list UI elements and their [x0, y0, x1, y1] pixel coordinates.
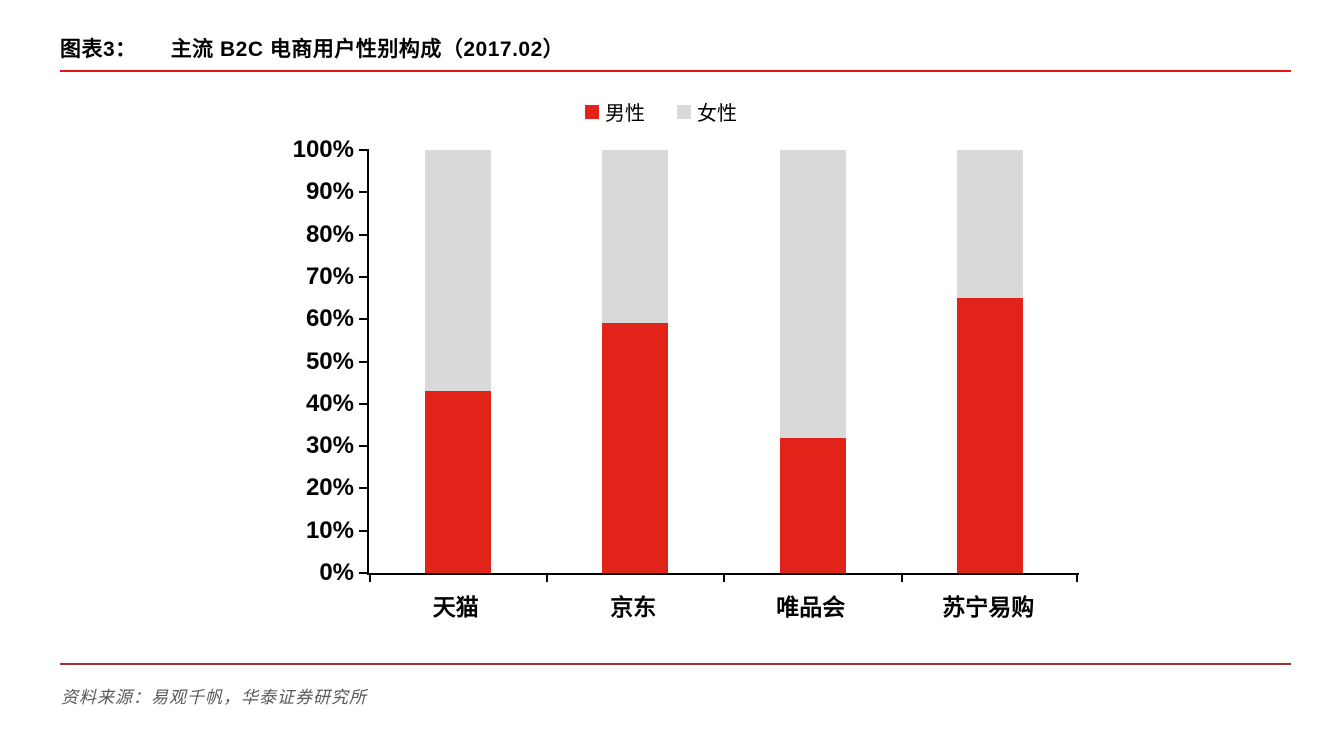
- y-axis-tick: [359, 360, 369, 363]
- y-axis-label: 70%: [305, 262, 354, 290]
- legend-item-female: 女性: [677, 97, 737, 126]
- bar-segment-male: [779, 437, 846, 573]
- bar-segment-female: [957, 150, 1024, 299]
- legend-label: 男性: [605, 103, 645, 125]
- x-axis-labels: 天猫 京东 唯品会 苏宁易购: [367, 588, 1077, 622]
- y-axis-label: 100%: [292, 136, 354, 163]
- x-axis-label: 唯品会: [776, 594, 846, 620]
- figure-caption: 图表3： 主流 B2C 电商用户性别构成（2017.02）: [60, 33, 564, 63]
- y-axis-label: 30%: [305, 432, 354, 460]
- y-axis-tick: [359, 487, 369, 490]
- x-axis-tick: [900, 573, 903, 582]
- y-axis-label: 0%: [319, 559, 354, 586]
- x-axis-tick: [369, 573, 371, 582]
- figure-number-label: 图表3：: [60, 38, 137, 61]
- bar-segment-female: [779, 150, 846, 438]
- chart-legend: 男性 女性: [0, 97, 1322, 126]
- source-note: 资料来源：易观千帆，华泰证券研究所: [61, 688, 367, 707]
- x-axis-tick: [545, 573, 548, 582]
- title-rule: [60, 70, 1291, 72]
- x-axis-label: 天猫: [432, 594, 479, 620]
- bar-group-1: [424, 150, 491, 573]
- y-axis-tick: [359, 445, 369, 448]
- footer-rule: [60, 663, 1291, 665]
- y-axis-label: 50%: [305, 347, 354, 375]
- x-axis-label: 京东: [610, 594, 657, 620]
- y-axis-tick: [359, 402, 369, 405]
- plot-area: [359, 149, 1079, 582]
- bar-segment-male: [602, 323, 669, 573]
- bar-segment-male: [424, 391, 491, 573]
- bar-segment-female: [602, 150, 669, 324]
- y-axis-tick: [359, 191, 369, 194]
- y-axis-label: 10%: [305, 516, 354, 544]
- bar-segment-male: [957, 298, 1024, 573]
- x-axis-tick: [723, 573, 725, 582]
- bar-segment-female: [424, 150, 491, 392]
- y-axis-label: 90%: [305, 178, 354, 206]
- legend-marker-icon: [677, 104, 691, 119]
- y-axis-tick: [359, 233, 369, 236]
- y-axis-tick: [359, 529, 369, 532]
- x-axis-tick: [1076, 573, 1078, 582]
- legend-item-male: 男性: [585, 97, 645, 126]
- y-axis-tick: [359, 572, 369, 574]
- y-axis-labels: 0% 10% 20% 30% 40% 50% 60% 70% 80% 90% 100%: [250, 138, 354, 585]
- y-axis-label: 20%: [305, 474, 354, 502]
- y-axis-tick: [359, 275, 369, 278]
- bar-group-4: [957, 150, 1024, 573]
- figure-title: 主流 B2C 电商用户性别构成（2017.02）: [170, 38, 565, 61]
- y-axis-label: 80%: [305, 220, 354, 248]
- bar-group-2: [602, 150, 669, 573]
- legend-label: 女性: [697, 103, 737, 125]
- y-axis-tick: [359, 318, 369, 321]
- y-axis-label: 60%: [305, 305, 354, 333]
- y-axis-tick: [359, 149, 369, 151]
- x-axis-label: 苏宁易购: [942, 594, 1035, 620]
- legend-marker-icon: [585, 104, 599, 119]
- bar-group-3: [779, 150, 846, 573]
- y-axis-label: 40%: [305, 389, 354, 417]
